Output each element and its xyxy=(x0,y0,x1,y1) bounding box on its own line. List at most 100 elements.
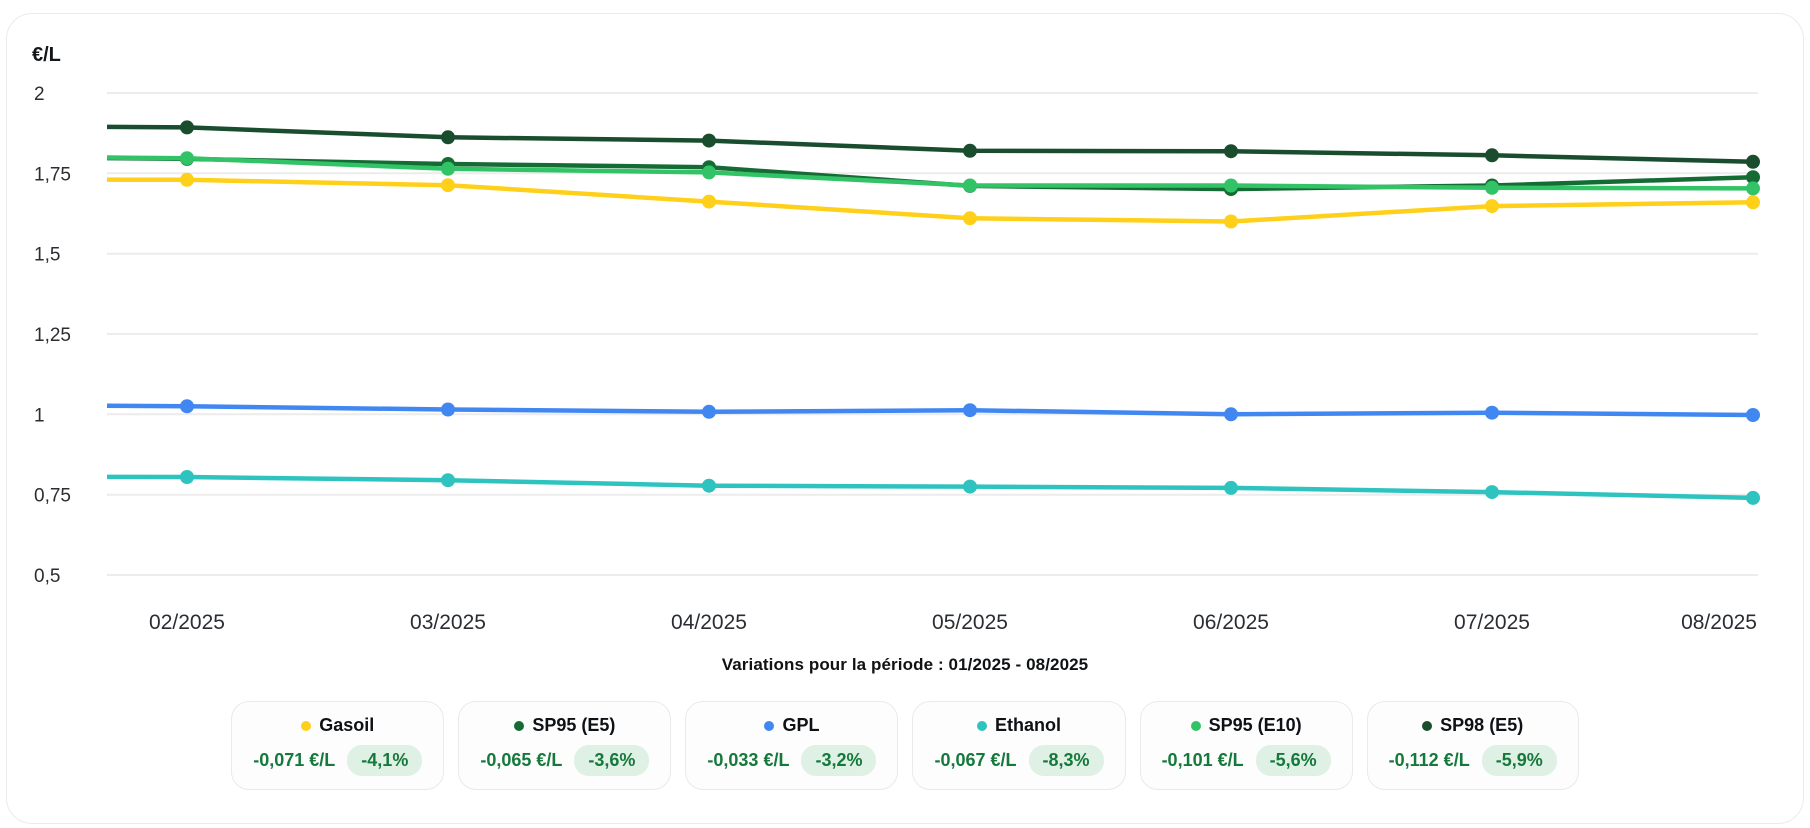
y-tick-label: 0,5 xyxy=(34,566,60,587)
data-point[interactable] xyxy=(963,143,977,158)
y-tick-label: 0,75 xyxy=(34,486,71,507)
x-tick-label: 03/2025 xyxy=(410,611,486,634)
x-tick-label: 08/2025 xyxy=(1681,611,1757,634)
data-point[interactable] xyxy=(1485,180,1499,195)
data-point[interactable] xyxy=(1485,405,1499,420)
series-name: SP95 (E10) xyxy=(1208,715,1302,735)
legend-card-values: -0,033 €/L -3,2% xyxy=(707,745,877,776)
series-color-dot xyxy=(1190,720,1201,731)
legend-card-title: GPL xyxy=(764,715,819,736)
legend-card-title: SP95 (E10) xyxy=(1190,715,1302,736)
delta-value: -0,071 €/L xyxy=(253,750,336,770)
data-point[interactable] xyxy=(1746,490,1760,505)
legend-card-values: -0,101 €/L -5,6% xyxy=(1162,745,1331,776)
price-chart[interactable]: 2 1,75 1,5 1,25 1 0,75 0,5 02/2025 03/2025 04/202… xyxy=(0,0,1810,650)
series-line xyxy=(107,403,1756,418)
data-point[interactable] xyxy=(1746,408,1760,422)
legend-card-title: Gasoil xyxy=(301,715,374,736)
series-color-dot xyxy=(1422,720,1433,731)
y-tick-label: 1 xyxy=(34,405,45,426)
series-line xyxy=(107,474,1756,501)
data-point[interactable] xyxy=(702,133,716,148)
delta-value: -0,112 €/L xyxy=(1388,750,1470,770)
x-tick-label: 07/2025 xyxy=(1454,611,1530,634)
percent-badge: -5,6% xyxy=(1255,745,1331,776)
series-name: Ethanol xyxy=(995,715,1062,735)
data-point[interactable] xyxy=(1746,170,1760,185)
data-point[interactable] xyxy=(1485,199,1499,214)
legend-card-values: -0,065 €/L -3,6% xyxy=(480,745,650,776)
data-point[interactable] xyxy=(1224,178,1238,193)
legend-card-title: Ethanol xyxy=(977,715,1061,736)
series-name: GPL xyxy=(782,715,820,735)
data-point[interactable] xyxy=(702,165,716,180)
data-point[interactable] xyxy=(441,161,455,176)
data-point[interactable] xyxy=(1746,181,1760,196)
y-tick-label: 1,75 xyxy=(34,164,71,185)
data-point[interactable] xyxy=(441,178,455,193)
data-point[interactable] xyxy=(702,404,716,419)
y-tick-label: 2 xyxy=(34,84,45,105)
legend-card: GPL -0,033 €/L -3,2% xyxy=(685,701,899,790)
data-point[interactable] xyxy=(702,194,716,209)
series-line xyxy=(107,124,1756,165)
series-name: SP95 (E5) xyxy=(532,715,616,735)
data-point[interactable] xyxy=(180,470,194,484)
legend-card-values: -0,112 €/L -5,9% xyxy=(1389,745,1557,776)
data-point[interactable] xyxy=(1746,195,1760,210)
data-point[interactable] xyxy=(1224,214,1238,229)
legend-card: SP98 (E5) -0,112 €/L -5,9% xyxy=(1366,701,1579,790)
legend-card: SP95 (E10) -0,101 €/L -5,6% xyxy=(1139,701,1353,790)
data-point[interactable] xyxy=(963,403,977,418)
legend-card-values: -0,067 €/L -8,3% xyxy=(934,745,1104,776)
x-tick-label: 02/2025 xyxy=(149,611,225,634)
x-tick-label: 06/2025 xyxy=(1193,611,1269,634)
data-point[interactable] xyxy=(1485,485,1499,500)
series-line xyxy=(107,155,1756,191)
legend-cards-row: Gasoil -0,071 €/L -4,1% SP95 (E5) -0,065… xyxy=(0,701,1810,790)
percent-badge: -3,2% xyxy=(801,745,877,776)
data-point[interactable] xyxy=(1485,148,1499,163)
variations-caption: Variations pour la période : 01/2025 - 0… xyxy=(721,655,1089,674)
percent-badge: -4,1% xyxy=(347,745,423,776)
data-point[interactable] xyxy=(963,211,977,226)
series-name: SP98 (E5) xyxy=(1440,715,1524,735)
series-color-dot xyxy=(977,720,988,731)
data-point[interactable] xyxy=(441,473,455,488)
series-color-dot xyxy=(514,720,525,731)
x-tick-label: 04/2025 xyxy=(671,611,747,634)
data-point[interactable] xyxy=(1224,144,1238,159)
data-point[interactable] xyxy=(180,120,194,135)
legend-card: Gasoil -0,071 €/L -4,1% xyxy=(231,701,445,790)
data-point[interactable] xyxy=(180,172,194,187)
y-tick-label: 1,25 xyxy=(34,325,71,346)
data-point[interactable] xyxy=(1224,480,1238,495)
legend-card-title: SP95 (E5) xyxy=(514,715,615,736)
data-point[interactable] xyxy=(1224,407,1238,422)
series-line xyxy=(107,177,1756,224)
legend-card: Ethanol -0,067 €/L -8,3% xyxy=(912,701,1126,790)
delta-value: -0,065 €/L xyxy=(480,750,563,770)
series-name: Gasoil xyxy=(319,715,375,735)
data-point[interactable] xyxy=(180,151,194,166)
y-axis-title: €/L xyxy=(32,44,61,66)
data-point[interactable] xyxy=(180,399,194,414)
data-point[interactable] xyxy=(441,130,455,145)
percent-badge: -8,3% xyxy=(1028,745,1104,776)
delta-value: -0,033 €/L xyxy=(707,750,790,770)
series-color-dot xyxy=(301,720,312,731)
data-point[interactable] xyxy=(963,178,977,193)
delta-value: -0,067 €/L xyxy=(934,750,1017,770)
legend-card: SP95 (E5) -0,065 €/L -3,6% xyxy=(458,701,672,790)
data-point[interactable] xyxy=(963,479,977,494)
percent-badge: -3,6% xyxy=(574,745,650,776)
data-point[interactable] xyxy=(1746,154,1760,169)
legend-card-values: -0,071 €/L -4,1% xyxy=(253,745,423,776)
x-tick-label: 05/2025 xyxy=(932,611,1008,634)
data-point[interactable] xyxy=(702,478,716,493)
data-point[interactable] xyxy=(441,402,455,417)
percent-badge: -5,9% xyxy=(1481,745,1557,776)
delta-value: -0,101 €/L xyxy=(1161,750,1244,770)
series-color-dot xyxy=(764,720,775,731)
y-tick-label: 1,5 xyxy=(34,245,60,266)
